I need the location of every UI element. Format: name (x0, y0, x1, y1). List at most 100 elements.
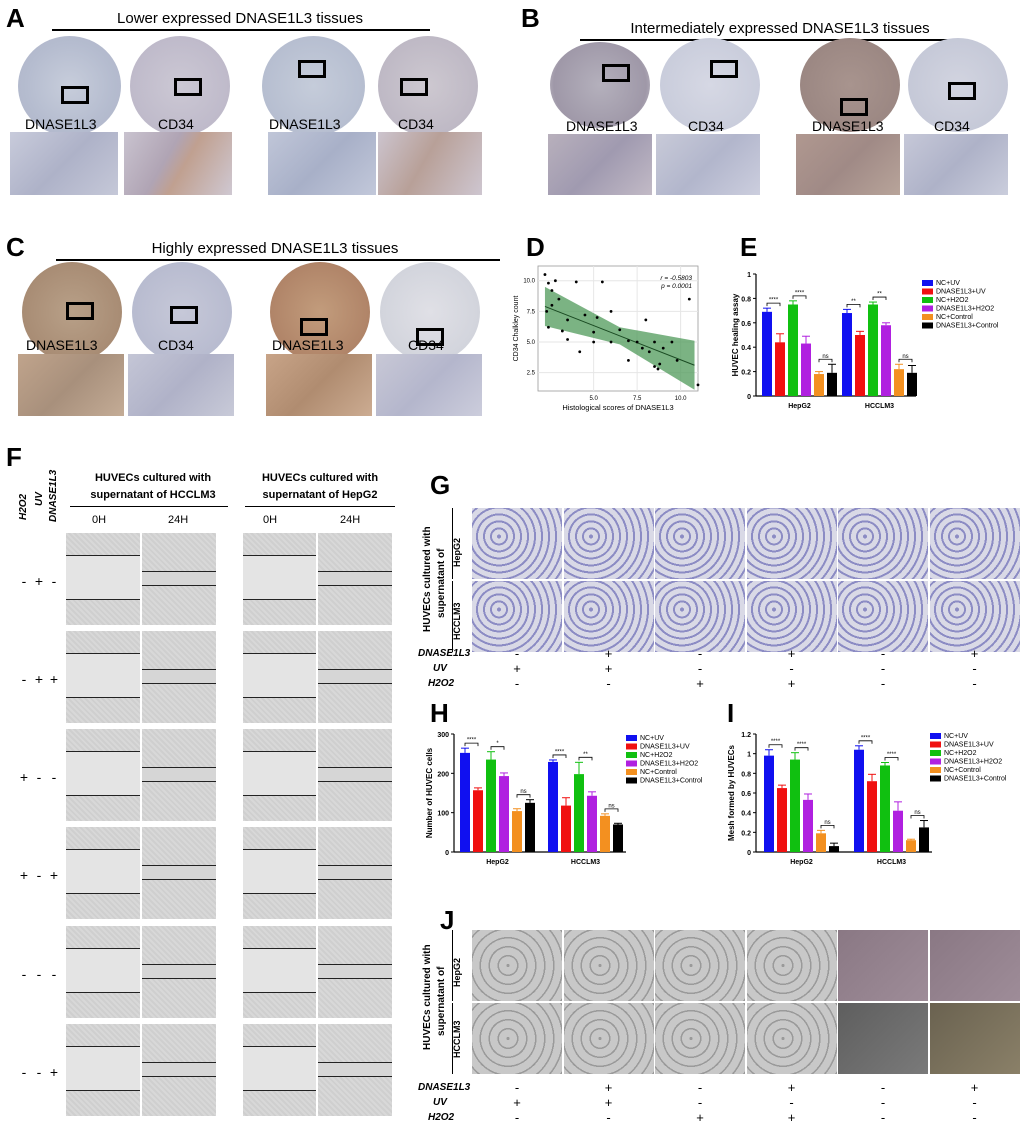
factor-label: DNASE1L3 (418, 1082, 471, 1093)
sig-label: ns (520, 789, 526, 795)
wound-image (142, 533, 216, 625)
sig-bracket (766, 302, 781, 307)
panel-a-rule (52, 29, 430, 31)
stain-label: DNASE1L3 (26, 337, 98, 353)
sig-label: ** (877, 292, 882, 298)
wound-gap (66, 751, 140, 795)
wound-gap (243, 948, 316, 992)
data-point (653, 340, 656, 344)
treatment-sign: - (514, 1080, 520, 1095)
factor-label: UV (433, 1097, 447, 1108)
data-point (550, 303, 554, 307)
wound-image (142, 1024, 216, 1116)
legend-label: DNASE1L3+H2O2 (640, 761, 698, 768)
bar (574, 774, 584, 852)
micrograph (929, 930, 1020, 1001)
legend-swatch (922, 297, 933, 303)
panel-j-letter: J (440, 905, 455, 935)
micrograph (378, 132, 482, 195)
treatment-sign: - (21, 671, 27, 687)
stain-label: DNASE1L3 (269, 116, 341, 132)
micrograph (548, 134, 652, 195)
treatment-sign: + (19, 867, 29, 883)
sig-bracket (884, 757, 899, 761)
legend-swatch (626, 743, 637, 750)
wound-image (66, 926, 140, 1018)
bar (512, 811, 522, 852)
wound-gap (66, 555, 140, 599)
wound-image (66, 827, 140, 919)
legend-swatch (626, 735, 637, 741)
y-tick-label: 0.8 (741, 771, 751, 778)
treatment-sign: - (51, 966, 57, 982)
micrograph (563, 1003, 654, 1074)
data-point (574, 280, 578, 284)
wound-gap (243, 555, 316, 599)
treatment-sign: - (880, 1110, 886, 1125)
bar (460, 752, 470, 852)
panel-c-title: Highly expressed DNASE1L3 tissues (151, 240, 399, 257)
data-point (566, 318, 569, 322)
bar (829, 846, 839, 852)
bar (880, 765, 890, 852)
wound-edge-line (66, 948, 140, 949)
treatment-sign: - (972, 676, 977, 691)
wound-edge-line (243, 751, 316, 752)
confidence-band (544, 286, 695, 390)
data-point (578, 350, 582, 354)
legend-label: NC+Control (936, 314, 973, 321)
micrograph (563, 930, 654, 1001)
legend-swatch (930, 741, 941, 748)
legend-label: DNASE1L3+H2O2 (936, 306, 994, 313)
factor-label: H2O2 (428, 678, 455, 689)
bar-chart-e: 0 0.2 0.4 0.6 0.8 1 HUVEC healing assay HepG2 **… (731, 272, 999, 410)
panel-a-title: Lower expressed DNASE1L3 tissues (117, 10, 363, 27)
y-tick-label: 0.6 (741, 791, 751, 798)
wound-edge-line (142, 865, 216, 866)
sig-bracket (490, 746, 505, 750)
wound-image (318, 926, 392, 1018)
bar (788, 304, 798, 396)
treatment-sign: + (513, 1095, 521, 1110)
treatment-sign: - (880, 1080, 886, 1095)
micrograph (563, 508, 654, 579)
legend-swatch (922, 288, 933, 295)
data-point (656, 367, 660, 371)
bar (561, 805, 571, 852)
row-divider (452, 581, 453, 652)
x-tick-label: 10.0 (675, 396, 687, 402)
bar (762, 311, 772, 396)
stain-label: DNASE1L3 (812, 118, 884, 134)
micrograph (838, 930, 928, 1001)
wound-edge-line (318, 978, 392, 979)
treatment-sign: - (21, 573, 27, 589)
tissue-core (660, 38, 760, 132)
treatment-sign: + (787, 1080, 796, 1095)
treatment-sign: - (51, 769, 57, 785)
sig-bracket (464, 742, 479, 747)
y-tick-label: 5.0 (527, 340, 536, 346)
treatment-sign: + (49, 867, 59, 883)
wound-edge-line (318, 767, 392, 768)
data-point (644, 318, 648, 322)
legend-swatch (930, 775, 941, 782)
data-point (627, 339, 630, 343)
tissue-core (18, 36, 121, 136)
data-point (609, 309, 613, 313)
legend-label: NC+UV (640, 735, 664, 742)
tissue-core (262, 36, 365, 136)
wound-edge-line (318, 1062, 392, 1063)
wound-edge-line (243, 1090, 316, 1091)
f-group1-line1: HUVECs cultured with (94, 472, 212, 484)
panel-e-letter: E (740, 232, 758, 262)
treatment-sign: - (880, 1095, 886, 1110)
legend-swatch (626, 777, 637, 784)
micrograph (124, 132, 232, 195)
wound-edge-line (66, 653, 140, 654)
sig-bracket (604, 808, 619, 812)
stain-label: CD34 (934, 118, 970, 134)
wound-edge-line (66, 1046, 140, 1047)
wound-gap (243, 1046, 316, 1090)
bar (499, 776, 509, 852)
wound-gap (318, 964, 392, 978)
